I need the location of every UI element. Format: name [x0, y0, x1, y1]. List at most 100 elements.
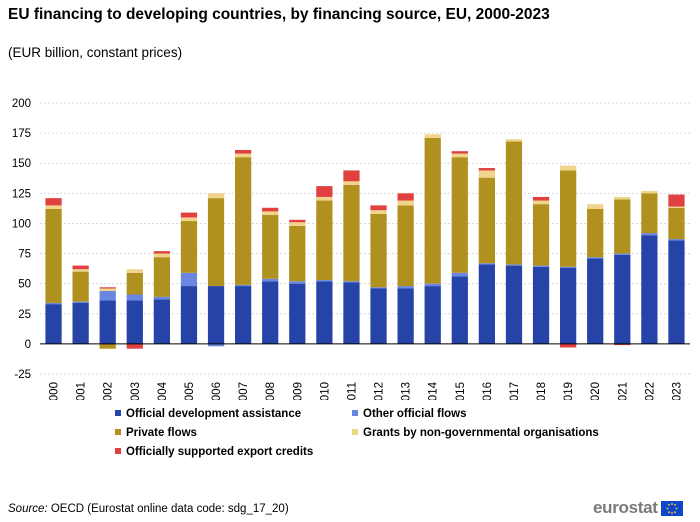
- bar-segment-export: [451, 151, 468, 154]
- bar-segment-private: [451, 157, 468, 273]
- x-tick-label: 2007: [238, 382, 250, 400]
- bar-segment-ngo: [614, 196, 631, 200]
- bar-segment-ngo: [397, 200, 414, 206]
- x-tick-label: 2010: [319, 382, 331, 400]
- bar-segment-ngo: [153, 253, 170, 258]
- x-tick-label: 2020: [590, 382, 602, 400]
- y-tick-label: 125: [12, 188, 31, 200]
- x-tick-label: 2021: [617, 382, 629, 400]
- bar-segment-private: [397, 205, 414, 287]
- bar-segment-private: [289, 225, 306, 282]
- legend-item-ngo: Grants by non-governmental organisations: [352, 427, 599, 439]
- bar-segment-oda: [641, 235, 658, 344]
- bar-segment-oda: [397, 288, 414, 344]
- bar-segment-ngo: [235, 153, 252, 158]
- bar-segment-ngo: [505, 139, 523, 142]
- bar-segment-ngo: [478, 170, 495, 178]
- bar-segment-private: [45, 208, 62, 303]
- bar-segment-private: [72, 271, 89, 302]
- bar-segment-private: [478, 177, 495, 264]
- bar-segment-oof: [424, 283, 441, 287]
- bar-segment-oof: [262, 278, 279, 282]
- bar-segment-oof: [370, 287, 387, 289]
- x-tick-label: 2016: [482, 382, 494, 400]
- bar-segment-private: [587, 208, 604, 258]
- x-tick-label: 2017: [509, 382, 521, 400]
- x-tick-label: 2018: [536, 382, 548, 400]
- bar-segment-oda: [478, 264, 495, 344]
- y-tick-label: -25: [14, 369, 31, 381]
- legend-label-private: Private flows: [126, 427, 197, 439]
- bar-segment-private: [235, 157, 252, 285]
- bar-segment-oof: [668, 239, 685, 241]
- bar-segment-private: [641, 193, 658, 234]
- y-tick-label: 25: [18, 309, 31, 321]
- bar-segment-oof: [397, 286, 414, 289]
- bar-segment-private: [532, 204, 550, 266]
- x-tick-labels: 2000 2001 2002 2003 2004 2005 2006 2007 2008 2009…: [49, 381, 684, 400]
- bar-segment-oda: [126, 300, 143, 344]
- bar-segment-oda: [45, 304, 62, 344]
- bar-segment-oda: [180, 286, 198, 344]
- bar-segment-private: [668, 207, 685, 240]
- legend-swatch-oof: [352, 409, 358, 416]
- x-tick-label: 2019: [563, 382, 575, 400]
- bar-segment-oda: [207, 286, 225, 344]
- bar-segment-oda: [532, 266, 550, 344]
- bar-segment-export: [235, 149, 252, 154]
- logo-text: eurostat: [593, 498, 658, 517]
- bar-segment-export: [532, 196, 550, 201]
- bar-segment-ngo: [262, 211, 279, 216]
- grid-lines: [40, 102, 690, 375]
- bar-segment-ngo: [532, 200, 550, 205]
- bar-segment-oda: [587, 258, 604, 344]
- bar-segment-oof: [587, 257, 604, 259]
- bar-segment-private: [262, 215, 279, 279]
- bar-segment-export: [126, 343, 143, 349]
- legend-item-export: Officially supported export credits: [115, 446, 313, 458]
- bar-segment-oda: [424, 286, 441, 344]
- bar-segment-oda: [289, 283, 306, 344]
- bar-segment-oof: [641, 233, 658, 236]
- bar-segment-oof: [614, 253, 631, 255]
- bar-segment-oda: [316, 281, 333, 344]
- x-tick-label: 2015: [455, 382, 467, 400]
- source-note: Source: OECD (Eurostat online data code:…: [8, 503, 289, 515]
- bar-segment-oda: [451, 276, 468, 344]
- bar-segment-ngo: [72, 269, 89, 272]
- bar-segment-export: [45, 198, 62, 206]
- bar-segment-export: [99, 287, 116, 289]
- eu-flag-icon: [660, 500, 683, 516]
- x-tick-label: 2013: [401, 382, 413, 400]
- bar-segment-oof: [451, 272, 468, 277]
- x-tick-label: 2014: [428, 381, 440, 400]
- legend-label-ngo: Grants by non-governmental organisations: [363, 427, 599, 439]
- x-tick-label: 2012: [374, 382, 386, 400]
- x-tick-label: 2023: [671, 382, 683, 400]
- y-tick-labels: -25 0 25 50 75 100 125 150 175 200: [12, 98, 31, 381]
- y-tick-label: 0: [25, 339, 31, 351]
- x-tick-label: 2002: [103, 382, 115, 400]
- legend-label-oda: Official development assistance: [126, 408, 302, 420]
- bar-segment-private: [207, 198, 225, 287]
- bar-segment-oof: [72, 301, 89, 303]
- bar-segment-oof: [560, 266, 577, 269]
- legend-swatch-ngo: [352, 428, 358, 435]
- bar-segment-private: [153, 257, 170, 297]
- x-tick-label: 2009: [292, 382, 304, 400]
- x-tick-label: 2000: [49, 382, 61, 400]
- bar-segment-private: [99, 343, 116, 349]
- y-tick-label: 175: [12, 128, 31, 140]
- bar-segment-ngo: [289, 222, 306, 226]
- bar-segment-ngo: [207, 193, 225, 199]
- bar-segment-export: [72, 265, 89, 270]
- bar-segment-private: [424, 137, 441, 284]
- legend-item-oof: Other official flows: [352, 408, 467, 420]
- bar-segment-oda: [343, 282, 360, 344]
- bar-segment-export: [316, 186, 333, 197]
- bar-segment-ngo: [587, 204, 604, 209]
- x-tick-label: 2008: [265, 382, 277, 400]
- legend-swatch-private: [115, 428, 121, 435]
- chart-title: EU financing to developing countries, by…: [8, 6, 550, 23]
